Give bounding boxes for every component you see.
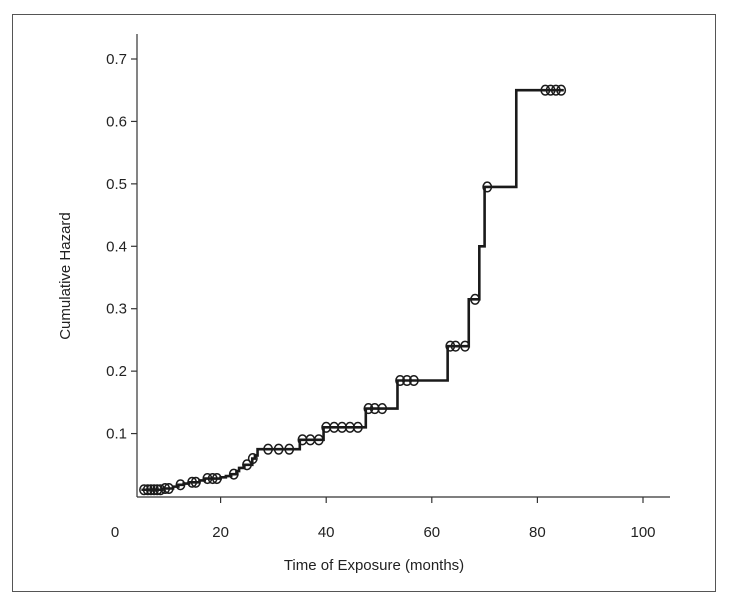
censor-mark xyxy=(352,421,363,433)
censor-mark xyxy=(207,472,218,485)
censor-mark xyxy=(163,482,174,495)
y-tick-label: 0.1 xyxy=(106,426,127,443)
censor-mark xyxy=(556,84,567,96)
censor-mark xyxy=(190,476,201,488)
censor-mark xyxy=(202,472,213,485)
censor-mark xyxy=(145,484,156,496)
y-axis-title: Cumulative Hazard xyxy=(57,212,74,340)
x-axis-title: Time of Exposure (months) xyxy=(284,557,464,574)
censor-mark xyxy=(187,476,198,488)
censor-mark xyxy=(445,340,456,352)
censor-mark xyxy=(211,472,222,485)
y-ticks: 0.1 0.2 0.3 0.4 0.5 0.6 0.7 xyxy=(106,51,137,443)
x-tick-label: 40 xyxy=(318,524,335,541)
censor-mark xyxy=(228,468,239,480)
x-tick-label: 60 xyxy=(423,524,440,541)
censor-mark xyxy=(149,484,160,496)
y-tick-label: 0.2 xyxy=(106,363,127,380)
censor-mark xyxy=(242,459,252,471)
y-tick-label: 0.6 xyxy=(106,113,127,130)
censor-mark xyxy=(377,403,388,415)
x-ticks: 0 20 40 60 80 100 xyxy=(111,497,656,541)
x-tick-label: 100 xyxy=(630,524,655,541)
censor-mark xyxy=(482,181,493,193)
x-tick-label: 20 xyxy=(212,524,229,541)
censor-mark xyxy=(263,443,274,455)
censor-mark xyxy=(550,84,561,96)
censor-mark xyxy=(139,484,149,496)
y-tick-label: 0.7 xyxy=(106,51,127,68)
censor-mark xyxy=(313,434,324,446)
censor-mark xyxy=(545,84,556,96)
censor-mark xyxy=(273,443,284,455)
x-tick-label: 0 xyxy=(111,524,119,541)
axes xyxy=(136,34,670,498)
censor-mark xyxy=(470,293,481,305)
y-tick-label: 0.5 xyxy=(106,176,127,193)
censor-mark xyxy=(540,84,551,96)
censor-mark xyxy=(395,374,406,387)
censor-mark xyxy=(460,340,471,352)
censor-mark xyxy=(369,403,380,415)
hazard-step-line xyxy=(141,88,564,492)
y-tick-label: 0.4 xyxy=(106,238,127,255)
x-tick-label: 80 xyxy=(529,524,546,541)
censor-marks xyxy=(139,84,567,496)
figure-frame xyxy=(12,14,716,592)
censor-mark xyxy=(142,484,153,496)
censor-mark xyxy=(247,452,258,465)
censor-mark xyxy=(160,482,171,495)
censor-mark xyxy=(450,340,461,352)
censor-mark xyxy=(408,374,419,387)
censor-mark xyxy=(363,403,374,415)
y-tick-label: 0.3 xyxy=(106,301,127,318)
censor-mark xyxy=(284,443,295,455)
censor-mark xyxy=(175,479,186,491)
censor-mark xyxy=(402,374,412,387)
